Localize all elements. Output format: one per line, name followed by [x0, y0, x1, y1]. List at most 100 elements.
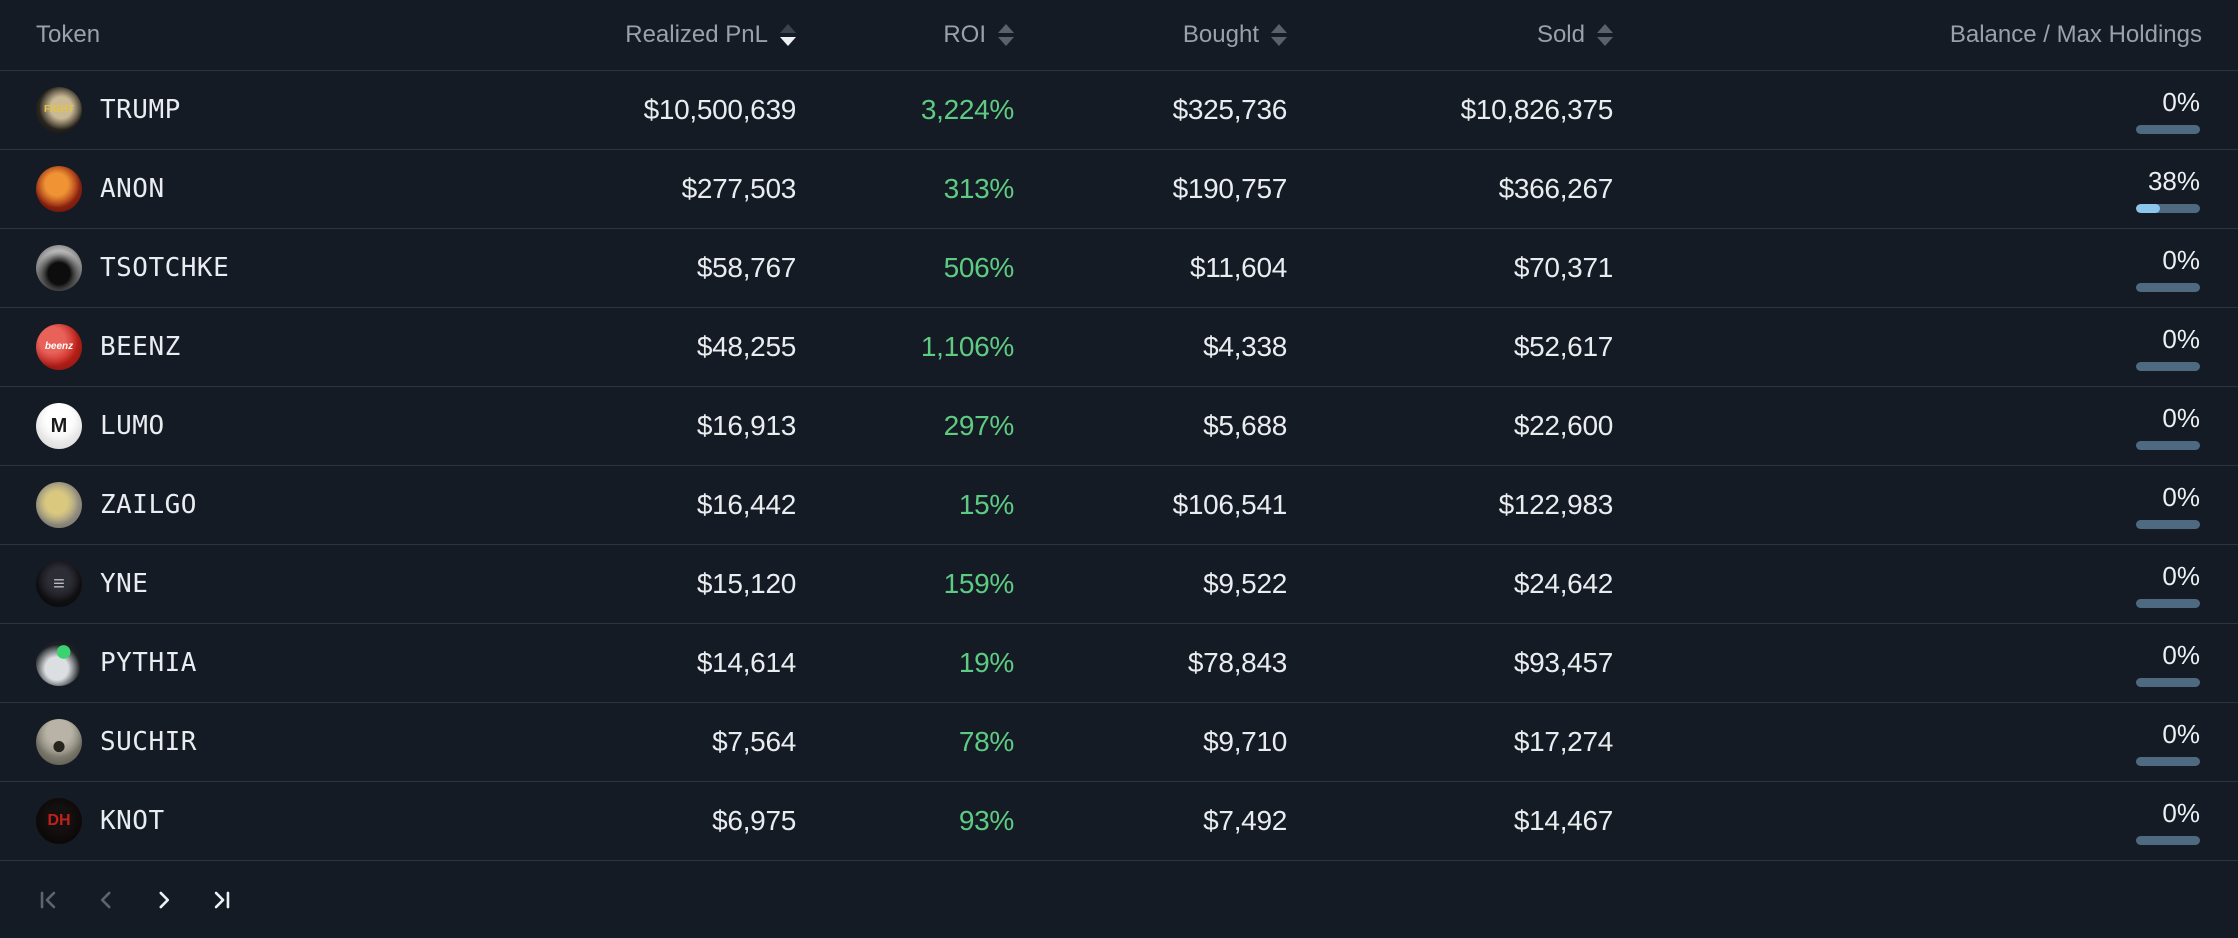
roi-value: 297%: [943, 410, 1015, 441]
sort-up-arrow-icon: [1271, 24, 1287, 33]
balance-cell: 0%: [1613, 229, 2238, 307]
token-cell[interactable]: DH KNOT: [0, 798, 600, 844]
bought-value: $11,604: [1189, 252, 1287, 283]
table-row-yne[interactable]: ≡ YNE $15,120 159% $9,522 $24,642 0%: [0, 544, 2238, 623]
realized-pnl-value: $15,120: [696, 568, 796, 599]
token-name: TRUMP: [100, 95, 181, 125]
table-row-knot[interactable]: DH KNOT $6,975 93% $7,492 $14,467 0%: [0, 781, 2238, 860]
token-name: ANON: [100, 174, 165, 204]
chevron-right-icon: [159, 891, 170, 908]
bought-value: $9,710: [1203, 726, 1287, 757]
sort-down-arrow-icon: [998, 37, 1014, 46]
realized-pnl-value: $48,255: [696, 331, 796, 362]
balance-cell: 0%: [1613, 71, 2238, 149]
table-row-anon[interactable]: ANON $277,503 313% $190,757 $366,267 38%: [0, 149, 2238, 228]
roi-value: 15%: [958, 489, 1014, 520]
token-cell[interactable]: M LUMO: [0, 403, 600, 449]
chevron-first-icon: [40, 891, 56, 908]
bought-value: $5,688: [1203, 410, 1287, 441]
roi-value: 93%: [958, 805, 1014, 836]
balance-cell: 0%: [1613, 308, 2238, 386]
table-row-zailgo[interactable]: ZAILGO $16,442 15% $106,541 $122,983 0%: [0, 465, 2238, 544]
sort-icon: [780, 24, 796, 46]
token-name: SUCHIR: [100, 727, 197, 757]
balance-bar: [2136, 282, 2200, 292]
roi-value: 159%: [943, 568, 1015, 599]
column-header-sold[interactable]: Sold: [1287, 21, 1613, 49]
sort-icon: [998, 24, 1014, 46]
token-cell[interactable]: TSOTCHKE: [0, 245, 600, 291]
token-cell[interactable]: PYTHIA: [0, 640, 600, 686]
column-header-roi[interactable]: ROI: [796, 21, 1014, 49]
sold-value: $10,826,375: [1460, 94, 1614, 125]
realized-pnl-value: $16,442: [696, 489, 796, 520]
sold-value: $93,457: [1513, 647, 1613, 678]
column-header-balance: Balance / Max Holdings: [1613, 21, 2238, 49]
token-cell[interactable]: beenz BEENZ: [0, 324, 600, 370]
knot-token-icon: DH: [36, 798, 82, 844]
realized-pnl-value: $7,564: [712, 726, 796, 757]
roi-value: 313%: [943, 173, 1015, 204]
sort-icon: [1597, 24, 1613, 46]
sold-value: $22,600: [1513, 410, 1613, 441]
balance-percent: 38%: [2147, 165, 2200, 196]
bought-value: $4,338: [1203, 331, 1287, 362]
next-page-button[interactable]: [143, 879, 185, 921]
token-cell[interactable]: ANON: [0, 166, 600, 212]
balance-bar: [2136, 677, 2200, 687]
token-cell[interactable]: ≡ YNE: [0, 561, 600, 607]
table-row-tsotchke[interactable]: TSOTCHKE $58,767 506% $11,604 $70,371 0%: [0, 228, 2238, 307]
token-name: TSOTCHKE: [100, 253, 230, 283]
token-name: KNOT: [100, 806, 165, 836]
balance-percent: 0%: [2162, 86, 2200, 117]
roi-value: 3,224%: [920, 94, 1014, 125]
pythia-token-icon: [36, 640, 82, 686]
column-label: Realized PnL: [625, 21, 768, 48]
balance-percent: 0%: [2162, 639, 2200, 670]
table-row-lumo[interactable]: M LUMO $16,913 297% $5,688 $22,600 0%: [0, 386, 2238, 465]
sort-icon: [1271, 24, 1287, 46]
token-name: YNE: [100, 569, 149, 599]
last-page-button[interactable]: [201, 879, 243, 921]
table-body: FIGHT TRUMP $10,500,639 3,224% $325,736 …: [0, 70, 2238, 860]
column-label: Sold: [1536, 21, 1585, 48]
trump-token-icon: FIGHT: [36, 87, 82, 133]
lumo-token-icon: M: [36, 403, 82, 449]
first-page-button[interactable]: [27, 879, 69, 921]
balance-cell: 0%: [1613, 545, 2238, 623]
table-row-beenz[interactable]: beenz BEENZ $48,255 1,106% $4,338 $52,61…: [0, 307, 2238, 386]
balance-bar: [2136, 203, 2200, 213]
chevron-left-icon: [100, 891, 111, 908]
balance-bar: [2136, 756, 2200, 766]
table-row-suchir[interactable]: SUCHIR $7,564 78% $9,710 $17,274 0%: [0, 702, 2238, 781]
realized-pnl-value: $16,913: [696, 410, 796, 441]
balance-bar: [2136, 519, 2200, 529]
token-name: PYTHIA: [100, 648, 197, 678]
suchir-token-icon: [36, 719, 82, 765]
beenz-token-icon: beenz: [36, 324, 82, 370]
sold-value: $14,467: [1513, 805, 1613, 836]
realized-pnl-value: $58,767: [696, 252, 796, 283]
balance-cell: 38%: [1613, 150, 2238, 228]
previous-page-button[interactable]: [85, 879, 127, 921]
anon-token-icon: [36, 166, 82, 212]
zailgo-token-icon: [36, 482, 82, 528]
token-cell[interactable]: SUCHIR: [0, 719, 600, 765]
column-header-token: Token: [0, 21, 600, 49]
balance-bar: [2136, 440, 2200, 450]
realized-pnl-value: $14,614: [696, 647, 796, 678]
token-cell[interactable]: FIGHT TRUMP: [0, 87, 600, 133]
balance-bar: [2136, 361, 2200, 371]
sold-value: $52,617: [1513, 331, 1613, 362]
table-row-trump[interactable]: FIGHT TRUMP $10,500,639 3,224% $325,736 …: [0, 70, 2238, 149]
sold-value: $122,983: [1498, 489, 1614, 520]
token-name: ZAILGO: [100, 490, 197, 520]
bought-value: $325,736: [1172, 94, 1288, 125]
token-cell[interactable]: ZAILGO: [0, 482, 600, 528]
column-header-bought[interactable]: Bought: [1014, 21, 1287, 49]
table-row-pythia[interactable]: PYTHIA $14,614 19% $78,843 $93,457 0%: [0, 623, 2238, 702]
token-icon-label: M: [50, 415, 68, 437]
realized-pnl-value: $10,500,639: [643, 94, 797, 125]
balance-percent: 0%: [2162, 481, 2200, 512]
column-header-realized_pnl[interactable]: Realized PnL: [600, 21, 796, 49]
